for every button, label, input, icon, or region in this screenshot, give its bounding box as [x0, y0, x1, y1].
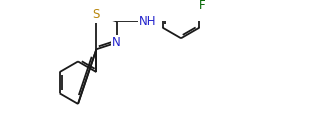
Text: S: S [93, 8, 100, 21]
Text: N: N [112, 36, 121, 49]
Text: NH: NH [139, 15, 156, 28]
Text: F: F [199, 0, 206, 12]
